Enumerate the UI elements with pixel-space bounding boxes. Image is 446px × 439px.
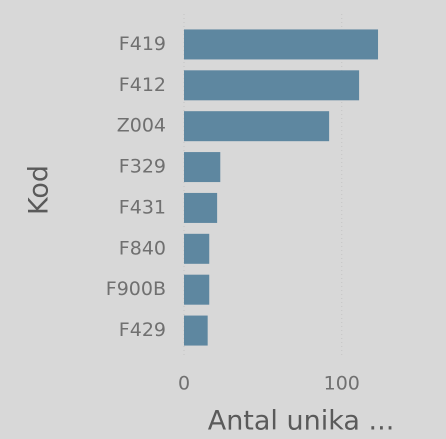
y-tick-label: F412 bbox=[119, 74, 166, 96]
y-tick-label: F840 bbox=[119, 237, 166, 259]
bar bbox=[184, 111, 330, 142]
y-tick-label: F900B bbox=[106, 278, 166, 300]
x-tick-label: 100 bbox=[324, 373, 360, 395]
y-tick-label: Z004 bbox=[117, 115, 166, 137]
bar bbox=[184, 70, 360, 101]
y-axis-title: Kod bbox=[24, 165, 55, 215]
y-tick-label: F329 bbox=[119, 156, 166, 178]
x-tick-label: 0 bbox=[178, 373, 190, 395]
y-tick-label: F419 bbox=[119, 33, 166, 55]
bar bbox=[184, 192, 218, 223]
bar bbox=[184, 274, 210, 305]
x-axis-title: Antal unika ... bbox=[208, 406, 395, 437]
y-tick-label: F429 bbox=[119, 319, 166, 341]
bar bbox=[184, 315, 208, 346]
bar bbox=[184, 152, 221, 183]
bar bbox=[184, 29, 379, 60]
bar bbox=[184, 233, 210, 264]
y-tick-label: F431 bbox=[119, 196, 166, 218]
